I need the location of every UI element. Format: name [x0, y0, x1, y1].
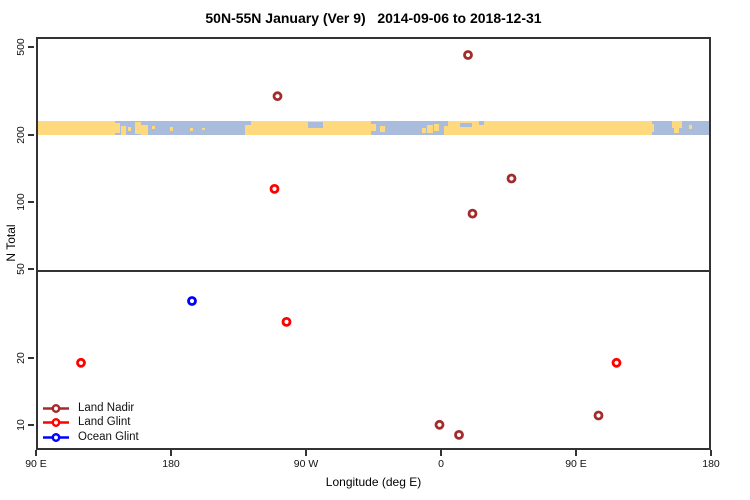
map-band-land-patch — [170, 127, 173, 131]
data-point-land-nadir — [434, 419, 445, 430]
data-point-land-nadir — [454, 429, 464, 440]
map-band-land-segment — [447, 121, 652, 135]
legend-label-land-nadir: Land Nadir — [78, 401, 135, 414]
x-tick-mark — [305, 450, 307, 456]
data-point-land-nadir — [593, 410, 604, 421]
map-band-land-patch — [434, 124, 440, 131]
data-point-ocean-glint — [187, 296, 197, 306]
map-band-land-patch — [671, 121, 682, 128]
y-tick-mark — [28, 201, 34, 204]
y-tick-label: 10 — [15, 418, 27, 431]
map-band-land-patch — [689, 125, 692, 129]
legend-item-ocean-glint: Ocean Glint — [41, 430, 139, 445]
x-tick-label: 180 — [162, 458, 180, 470]
data-point-land-glint — [76, 357, 86, 368]
x-tick-mark — [170, 450, 172, 456]
x-tick-mark — [710, 450, 712, 456]
data-point-land-nadir — [467, 208, 478, 219]
chart-title: 50N-55N January (Ver 9) 2014-09-06 to 20… — [205, 10, 542, 26]
x-tick-label: 90 E — [565, 458, 587, 470]
y-tick-mark — [28, 268, 34, 271]
y-tick-label: 100 — [15, 193, 27, 212]
map-band-ocean-patch — [308, 122, 323, 128]
data-point-land-glint — [281, 316, 292, 327]
x-tick-label: 0 — [438, 458, 444, 470]
y-tick-label: 50 — [15, 263, 27, 276]
map-band-land-patch — [189, 127, 193, 131]
reference-line-50 — [38, 270, 709, 273]
map-band-land-patch — [422, 127, 426, 133]
legend: Land Nadir Land Glint Ocean Glint — [41, 401, 139, 445]
map-band-land-patch — [114, 123, 120, 133]
map-band-land-segment — [251, 121, 371, 135]
x-tick-label: 180 — [702, 458, 720, 470]
data-point-land-nadir — [506, 173, 517, 184]
land-nadir-marker-icon — [43, 403, 69, 413]
map-band-land-patch — [128, 126, 131, 132]
legend-item-land-nadir: Land Nadir — [41, 401, 139, 416]
map-band-land-patch — [140, 125, 148, 135]
map-band-land-patch — [152, 126, 155, 130]
map-band-land-segment — [38, 121, 115, 135]
x-tick-mark — [575, 450, 577, 456]
y-tick-mark — [28, 356, 34, 359]
land-glint-marker-icon — [43, 418, 69, 428]
y-tick-label: 20 — [15, 351, 27, 364]
x-tick-label: 90 E — [25, 458, 47, 470]
y-tick-label: 200 — [15, 126, 27, 145]
legend-label-land-glint: Land Glint — [78, 416, 131, 428]
data-point-land-nadir — [272, 91, 283, 102]
map-band-land-patch — [648, 124, 654, 132]
map-band-ocean-patch — [479, 121, 484, 126]
x-tick-label: 90 W — [293, 458, 319, 470]
y-tick-label: 500 — [15, 38, 27, 56]
data-point-land-nadir — [463, 50, 473, 60]
map-band-land-patch — [134, 122, 141, 134]
map-band — [38, 121, 709, 135]
y-tick-mark — [28, 134, 34, 137]
data-point-land-glint — [269, 183, 280, 194]
data-points-layer — [76, 50, 622, 440]
y-tick-mark — [28, 423, 34, 426]
map-band-land-patch — [121, 126, 126, 135]
map-band-land-patch — [245, 124, 251, 135]
data-point-land-glint — [611, 357, 622, 368]
map-band-land-patch — [427, 125, 433, 134]
ocean-glint-marker-icon — [43, 432, 69, 442]
map-band-land-patch — [371, 124, 377, 132]
map-band-land-patch — [380, 126, 385, 132]
legend-item-land-glint: Land Glint — [41, 416, 139, 431]
y-axis-title: N Total — [4, 224, 18, 262]
x-axis-title: Longitude (deg E) — [325, 475, 422, 489]
map-band-ocean-patch — [459, 122, 472, 128]
y-tick-mark — [28, 45, 34, 48]
x-tick-mark — [35, 450, 37, 456]
map-band-land-patch — [674, 127, 680, 133]
map-band-land-patch — [202, 127, 206, 131]
map-band-land-patch — [443, 126, 448, 135]
plot-area: Land Nadir Land Glint Ocean Glint — [36, 37, 711, 450]
legend-label-ocean-glint: Ocean Glint — [78, 430, 139, 443]
x-tick-mark — [440, 450, 442, 456]
